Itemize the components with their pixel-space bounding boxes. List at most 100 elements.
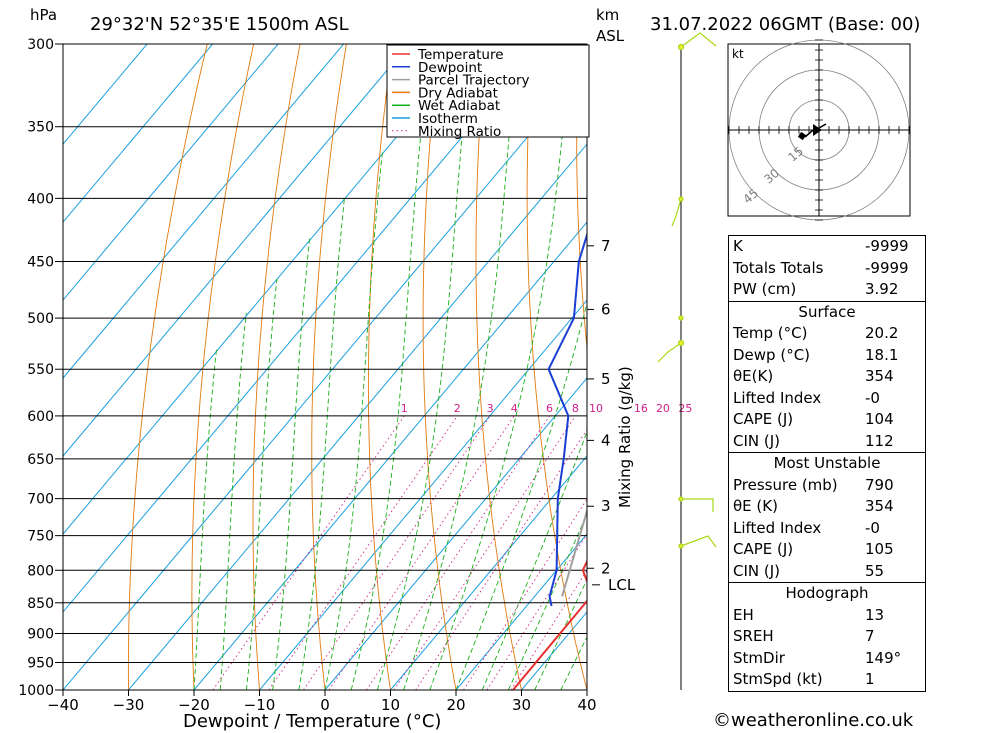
stat-row-mu-cape: CAPE (J) 105: [733, 540, 894, 558]
stats-panel: K -9999 Totals Totals -9999 PW (cm) 3.92 Su…: [728, 235, 926, 692]
isotherm-line: [63, 44, 214, 223]
stat-row-k: K -9999: [733, 237, 909, 255]
km-tick-label: 2: [601, 559, 611, 577]
temperature-tick-label: −40: [47, 696, 79, 714]
wet-adiabat-line: [245, 279, 278, 690]
temperature-axis: −40 −30 −20 −10 0 10 20 30 40: [47, 690, 597, 714]
wind-dot-300: [677, 43, 685, 51]
stat-row-lifted-index: Lifted Index -0: [733, 388, 880, 407]
dry-adiabat-line: [127, 44, 208, 690]
hodograph-marker: [797, 131, 807, 141]
mixing-ratio-label: 1: [401, 402, 408, 415]
legend-label: Parcel Trajectory: [418, 73, 530, 89]
wet-adiabat-line: [507, 512, 587, 690]
wet-adiabat-line: [219, 312, 247, 690]
mixing-ratio-label: 6: [546, 402, 553, 415]
mixing-ratio-lines: [212, 415, 587, 690]
legend-label: Dewpoint: [418, 60, 482, 76]
copyright-footer[interactable]: ©weatheronline.co.uk: [713, 710, 914, 731]
wind-dot-400: [678, 196, 684, 202]
pressure-tick-label: 700: [27, 492, 54, 508]
mixing-ratio-line: [366, 415, 550, 690]
series-line-temperature: [512, 559, 587, 690]
mixing-ratio-label: 25: [678, 402, 692, 415]
stat-row-mu-lifted-index: Lifted Index -0: [733, 518, 880, 537]
pressure-tick-label: 650: [27, 452, 54, 468]
dry-adiabat-line: [191, 44, 255, 690]
stat-row-theta-e: θE(K) 354: [733, 367, 894, 385]
mixing-ratio-line: [510, 569, 587, 690]
pressure-tick-label: 800: [27, 563, 54, 579]
km-label: km: [596, 6, 619, 24]
wet-adiabat-line: [481, 430, 587, 690]
pressure-tick-label: 450: [27, 255, 54, 271]
wind-dot-525: [677, 339, 685, 347]
wind-dot-700: [678, 496, 684, 502]
isotherm-line: [63, 44, 410, 457]
stat-row-cape: CAPE (J) 104: [733, 410, 894, 428]
wet-adiabat-line: [350, 103, 425, 690]
stat-row-mu-cin: CIN (J) 55: [733, 561, 885, 580]
wind-barb-700: [681, 498, 714, 512]
mixing-ratio-line: [415, 428, 587, 690]
legend-label: Wet Adiabat: [418, 98, 500, 114]
isotherm-line: [63, 44, 345, 379]
legend-label: Temperature: [417, 47, 504, 63]
dry-adiabat-line: [990, 7, 1000, 690]
temperature-tick-label: −20: [178, 696, 210, 714]
series-line-parcel-trajectory: [561, 507, 587, 597]
stat-row-stmspd: StmSpd (kt) 1: [733, 670, 875, 688]
temperature-tick-label: 0: [320, 696, 330, 714]
stats-most-unstable-box: Most Unstable Pressure (mb) 790 θE (K) 354…: [728, 452, 926, 583]
mixing-ratio-line: [328, 415, 515, 690]
mixing-ratio-line: [212, 415, 405, 690]
pressure-tick-label: 750: [27, 529, 54, 545]
wet-adiabat-line: [403, 44, 518, 690]
most-unstable-header: Most Unstable: [773, 454, 881, 472]
km-tick-label: 3: [601, 497, 611, 515]
wind-barb-525: [657, 342, 682, 363]
dry-adiabat-line: [311, 44, 347, 690]
km-tick-label: 4: [601, 431, 611, 449]
temperature-tick-label: 40: [577, 696, 596, 714]
isotherm-line: [193, 221, 587, 690]
mixing-ratio-line: [303, 415, 491, 690]
hpa-label: hPa: [30, 6, 57, 24]
isotherm-line: [259, 299, 587, 690]
stat-row-temp: Temp (°C) 20.2: [733, 324, 899, 342]
wind-barb-760: [680, 535, 717, 548]
isotherm-line: [63, 44, 148, 145]
datetime-label: 31.07.2022 06GMT (Base: 00): [650, 14, 920, 35]
legend-box: [386, 44, 590, 138]
wind-profile: [657, 32, 717, 690]
mixing-ratio-axis-label: Mixing Ratio (g/kg): [616, 366, 634, 508]
wind-dot-500: [678, 315, 684, 321]
legend-label: Isotherm: [418, 111, 478, 127]
wet-adiabat-line: [534, 578, 587, 690]
wind-barbs: [657, 32, 717, 549]
mixing-ratio-label: 2: [454, 402, 461, 415]
lcl-label: LCL: [608, 576, 636, 594]
stats-indices-box: K -9999 Totals Totals -9999 PW (cm) 3.92: [728, 235, 926, 302]
stats-hodograph-box: Hodograph EH 13 SREH 7 StmDir 149° StmSpd (…: [728, 582, 926, 692]
stat-row-mu-theta-e: θE (K) 354: [733, 497, 894, 515]
x-axis-label: Dewpoint / Temperature (°C): [183, 711, 441, 732]
km-tick-label: 5: [601, 370, 611, 388]
temperature-tick-label: −30: [113, 696, 145, 714]
isotherm-line: [63, 44, 279, 301]
hodograph: kt 15 30 45: [727, 39, 911, 221]
hodograph-storm-arrow: [813, 124, 822, 136]
mixing-ratio-line: [268, 415, 458, 690]
pressure-tick-label: 950: [27, 655, 54, 671]
temperature-tick-label: 30: [512, 696, 531, 714]
stat-row-dewp: Dewp (°C) 18.1: [733, 345, 899, 364]
wind-barb-400: [671, 198, 682, 227]
dry-adiabat-line: [944, 7, 1000, 690]
mixing-ratio-label: 20: [656, 402, 670, 415]
stat-row-totals: Totals Totals -9999: [733, 258, 909, 277]
mixing-ratio-label: 4: [511, 402, 518, 415]
stat-row-pw: PW (cm) 3.92: [733, 280, 899, 298]
